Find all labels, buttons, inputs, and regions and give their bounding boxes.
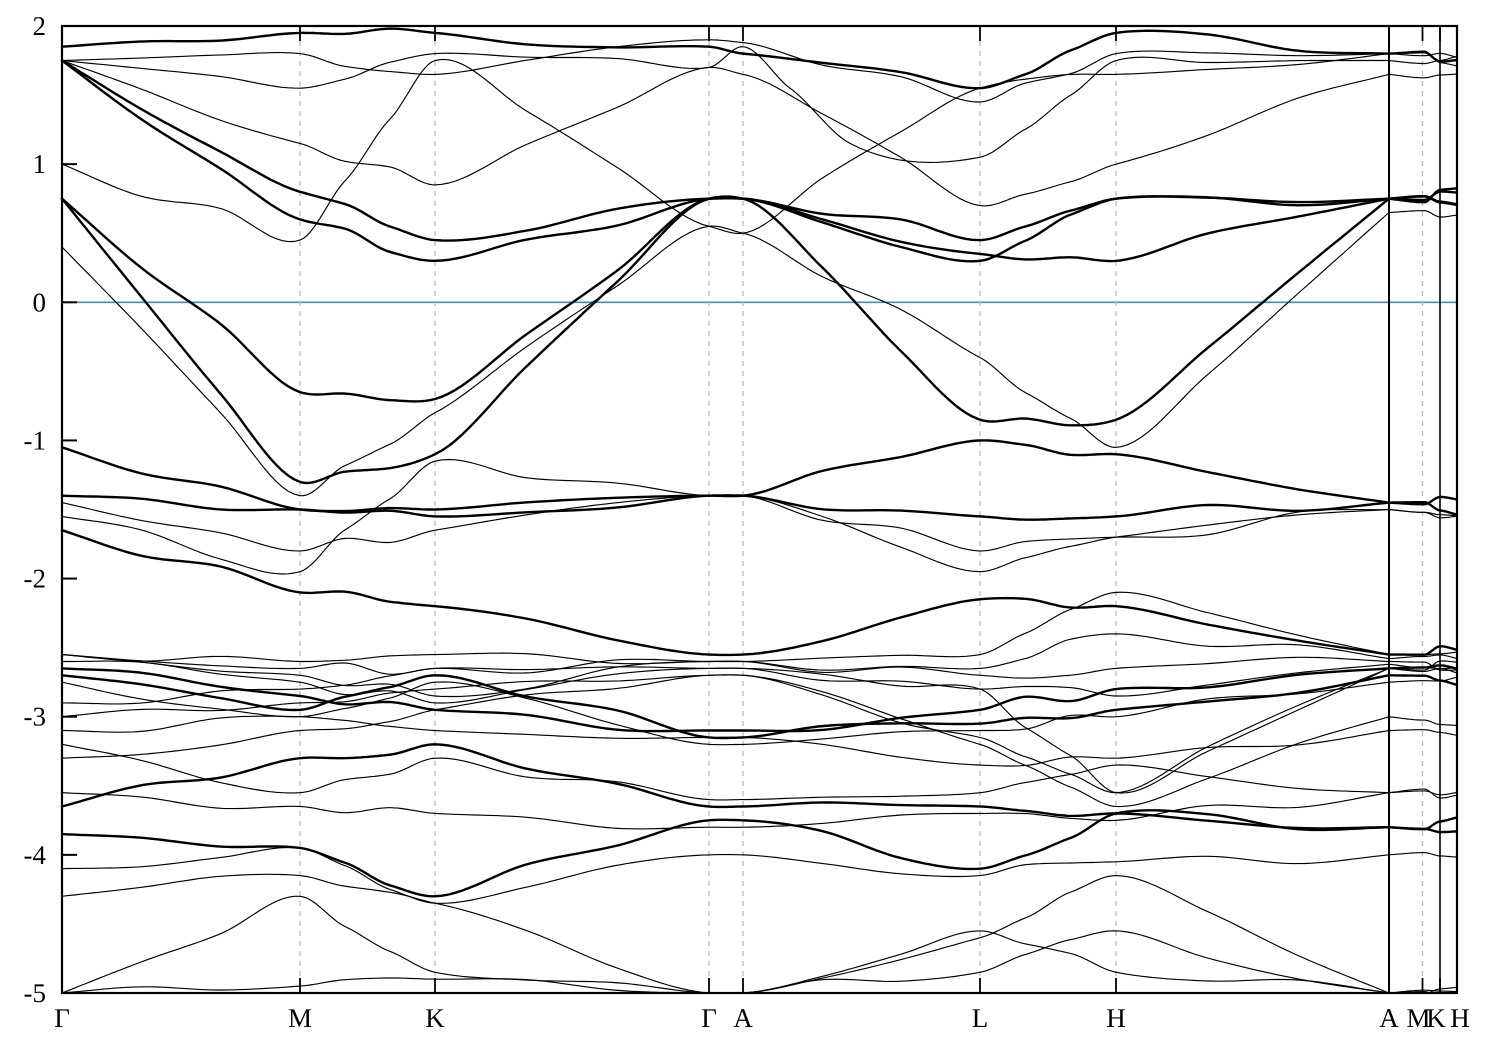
svg-text:A: A [733, 1003, 753, 1033]
svg-text:K: K [425, 1003, 445, 1033]
svg-text:Γ: Γ [701, 1003, 717, 1033]
svg-text:2: 2 [33, 11, 47, 41]
svg-text:-4: -4 [24, 840, 47, 870]
svg-text:M: M [288, 1003, 312, 1033]
svg-text:A: A [1379, 1003, 1399, 1033]
svg-text:-1: -1 [24, 425, 47, 455]
svg-text:-2: -2 [24, 564, 47, 594]
svg-text:0: 0 [33, 287, 47, 317]
svg-text:-5: -5 [24, 978, 47, 1008]
svg-text:-3: -3 [24, 702, 47, 732]
svg-text:K: K [1426, 1003, 1446, 1033]
svg-text:H: H [1106, 1003, 1126, 1033]
svg-text:H: H [1450, 1003, 1470, 1033]
svg-text:1: 1 [33, 149, 47, 179]
svg-text:Γ: Γ [54, 1003, 70, 1033]
svg-text:L: L [972, 1003, 989, 1033]
